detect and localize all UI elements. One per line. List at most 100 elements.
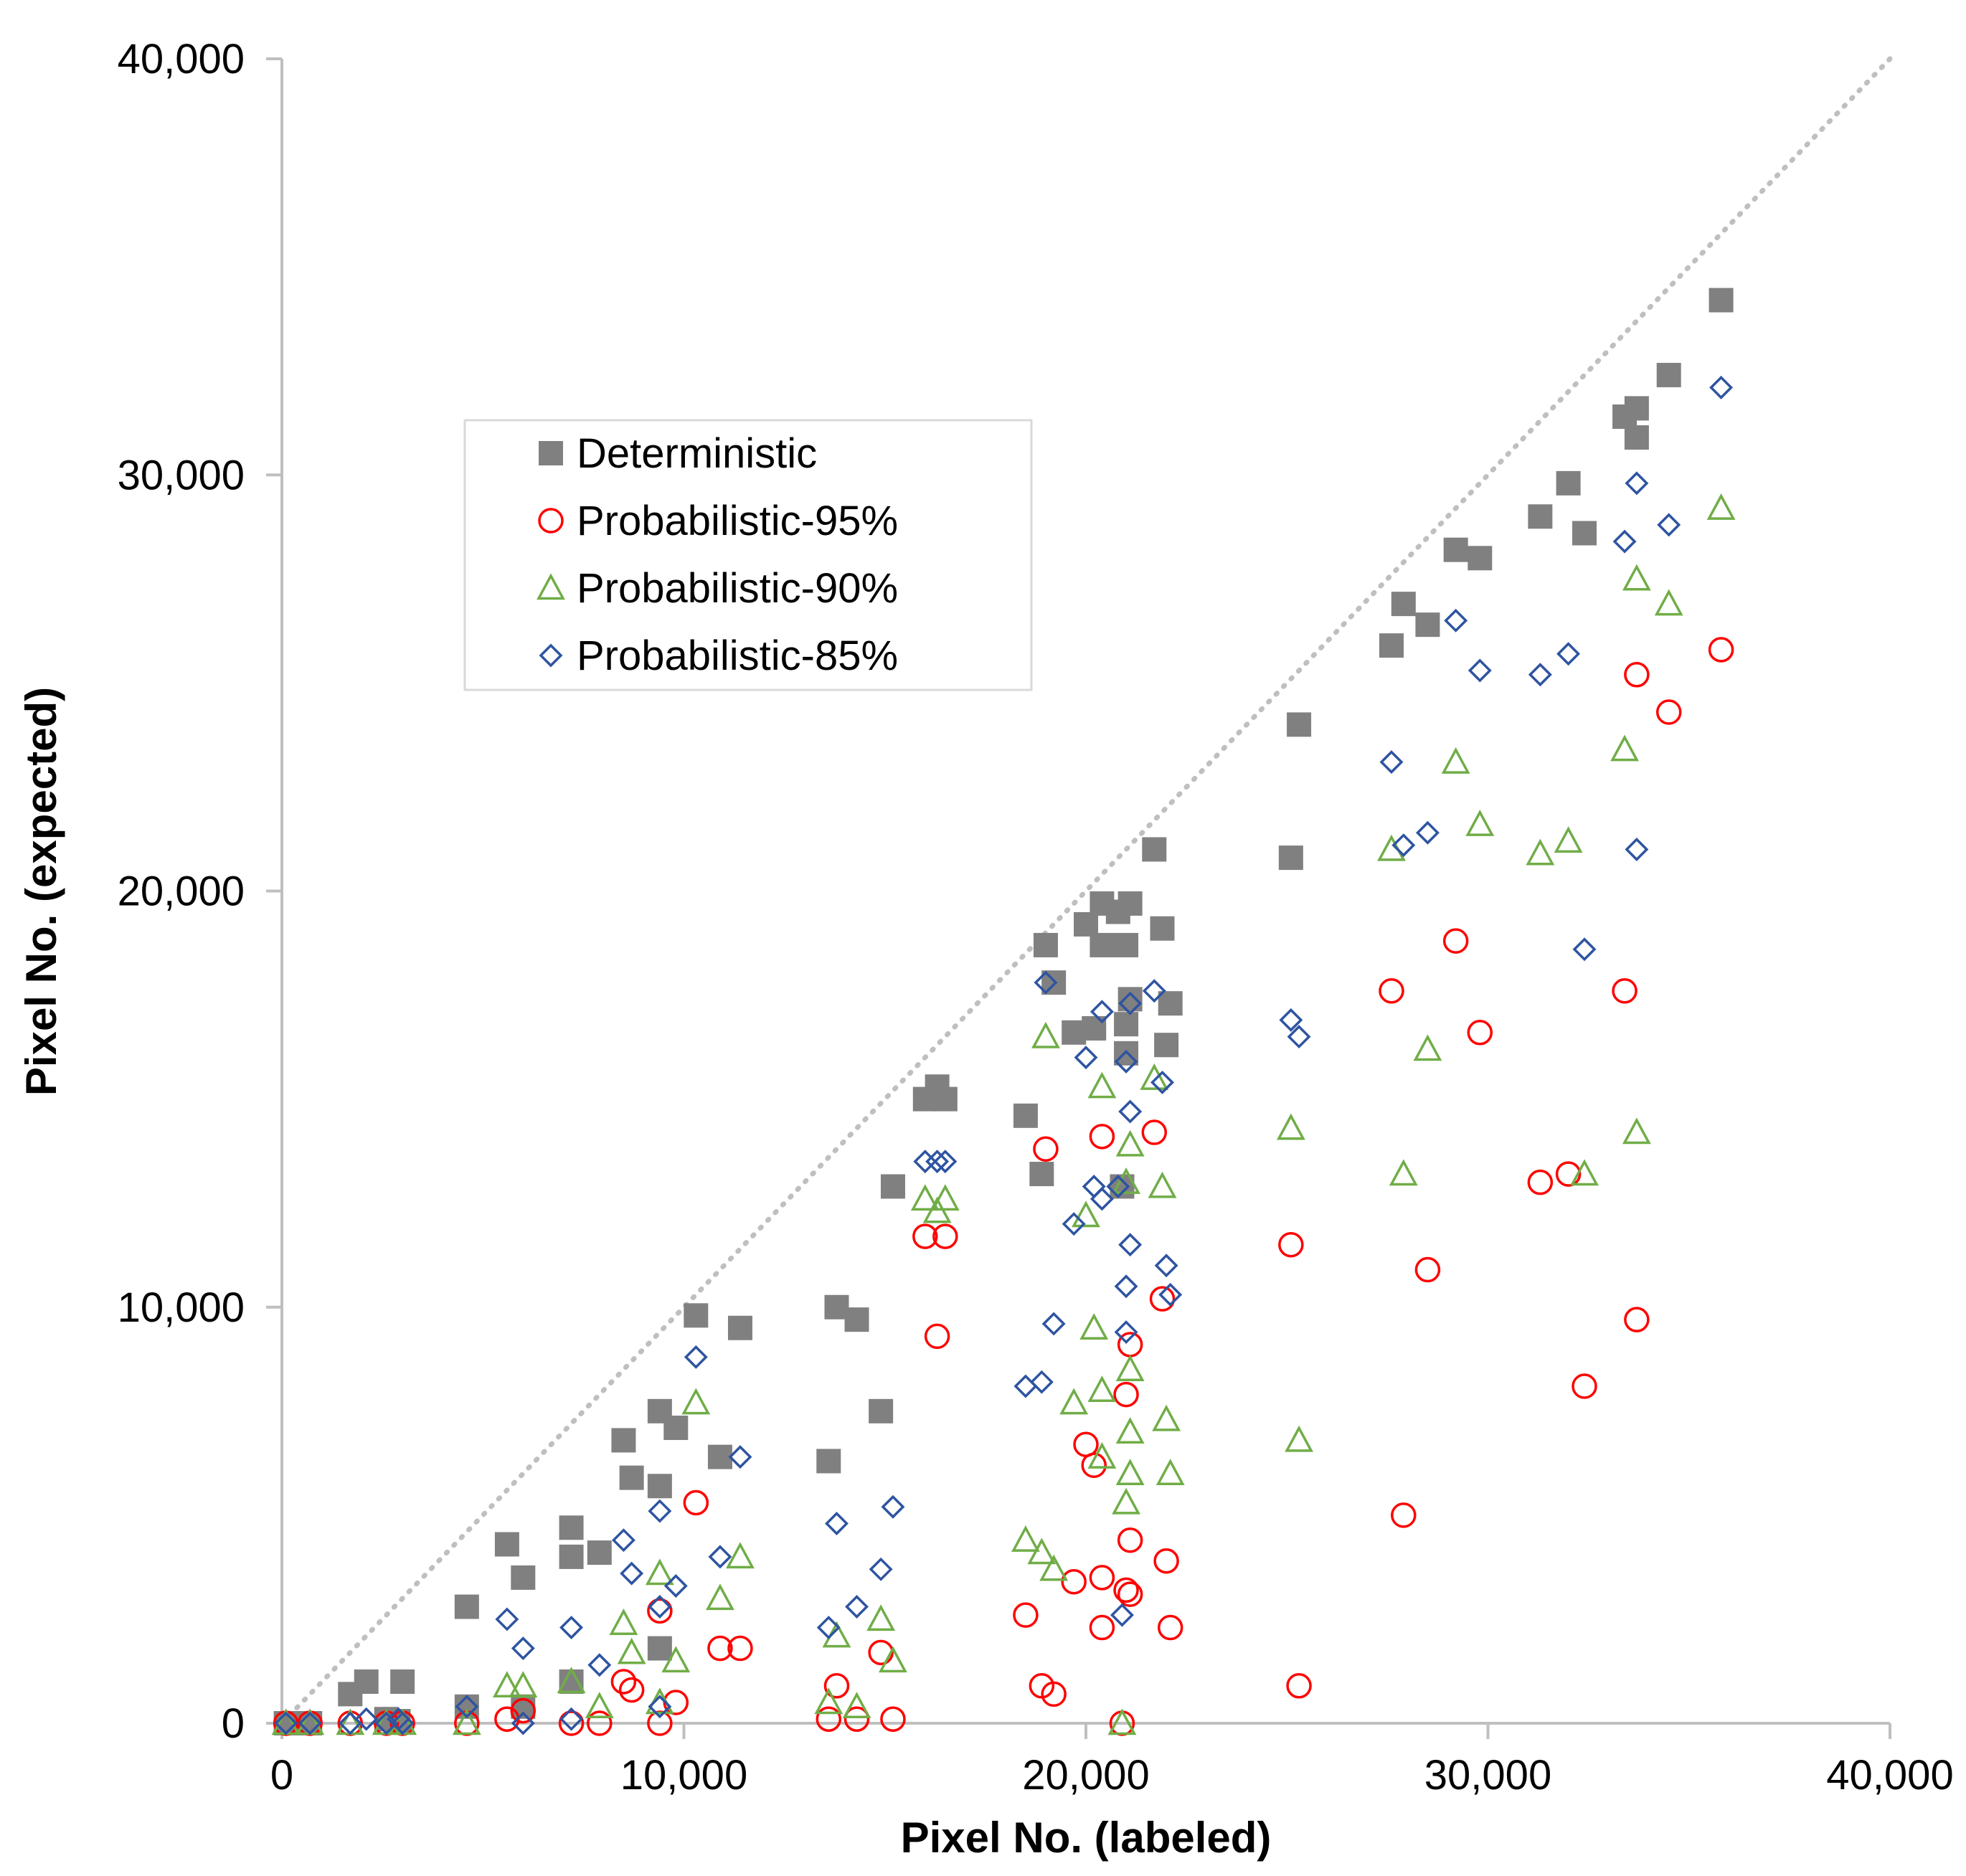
data-point (661, 1646, 691, 1673)
data-point (1287, 712, 1312, 737)
data-point (1029, 1370, 1054, 1394)
data-point (1556, 642, 1581, 666)
data-point (1527, 1169, 1554, 1195)
data-point (1079, 1313, 1109, 1340)
data-point (1468, 546, 1493, 571)
data-point (1465, 809, 1495, 836)
data-point (509, 1671, 538, 1697)
data-point (706, 1583, 734, 1611)
data-point (1655, 699, 1682, 725)
data-point (1089, 1124, 1115, 1150)
data-point (648, 1499, 672, 1523)
data-point (1059, 1388, 1089, 1415)
data-point (1572, 937, 1597, 962)
data-point (1276, 1113, 1305, 1140)
data-point (1013, 1602, 1039, 1628)
data-point (1624, 662, 1650, 688)
data-point (1117, 987, 1143, 1012)
data-point (925, 1150, 950, 1174)
data-point (1114, 1274, 1138, 1299)
data-point (1081, 1452, 1107, 1478)
data-point (510, 1697, 537, 1724)
data-point (1612, 978, 1637, 1004)
legend-marker (539, 441, 563, 465)
data-point (1115, 1459, 1145, 1486)
data-point (880, 1174, 905, 1199)
data-point (1114, 1320, 1138, 1345)
data-point (587, 1710, 613, 1736)
x-tick-label: 10,000 (620, 1752, 747, 1799)
data-point (681, 1388, 711, 1415)
data-point (1570, 1159, 1599, 1186)
legend-marker (539, 643, 563, 668)
data-point (823, 1673, 850, 1699)
data-point (727, 1635, 753, 1662)
data-point (1379, 750, 1404, 774)
data-point (933, 1150, 958, 1174)
data-point (881, 1494, 905, 1519)
legend-label: Probabilistic-90% (577, 565, 898, 612)
data-point (1089, 1614, 1115, 1641)
data-point (298, 1711, 322, 1735)
data-point (707, 1444, 732, 1469)
y-tick-label: 40,000 (118, 36, 245, 82)
data-point (1041, 1312, 1066, 1336)
data-point (1011, 1525, 1040, 1552)
y-tick-label: 20,000 (118, 868, 245, 915)
data-point (912, 1223, 938, 1249)
data-point (1154, 1033, 1179, 1058)
data-point (1142, 979, 1166, 1003)
data-point (1441, 747, 1470, 774)
data-point (647, 1636, 672, 1661)
data-point (727, 1315, 752, 1340)
data-point (647, 1598, 673, 1624)
data-point (1114, 932, 1139, 957)
data-point (1624, 425, 1649, 450)
data-point (1156, 1459, 1185, 1486)
data-point (1087, 1375, 1117, 1402)
data-point (869, 1398, 894, 1423)
data-point (1118, 1233, 1143, 1257)
data-point (1278, 845, 1303, 871)
data-point (1027, 1538, 1057, 1565)
data-point (1115, 1417, 1145, 1444)
data-point (452, 1708, 481, 1735)
data-points (271, 288, 1736, 1736)
data-point (1148, 1171, 1177, 1198)
data-point (1415, 820, 1440, 845)
data-point (1087, 1071, 1117, 1099)
y-tick-label: 10,000 (118, 1284, 245, 1331)
data-point (559, 1544, 584, 1569)
data-point (932, 1086, 958, 1112)
data-point (511, 1565, 536, 1590)
data-point (1624, 1307, 1650, 1332)
data-point (1415, 612, 1440, 638)
data-point (611, 1528, 635, 1553)
data-point (1413, 1034, 1442, 1061)
data-point (1622, 564, 1651, 591)
data-point (1528, 504, 1553, 529)
data-point (585, 1692, 614, 1718)
data-point (1110, 1603, 1134, 1627)
legend: Deterministic Probabilistic-95% Probabilis… (463, 419, 1033, 691)
data-point (1391, 1502, 1417, 1528)
data-point (1656, 362, 1681, 387)
data-point (648, 1595, 672, 1619)
data-point (611, 1428, 636, 1453)
x-tick-label: 20,000 (1022, 1752, 1149, 1799)
data-point (1153, 1548, 1179, 1574)
data-point (1708, 637, 1734, 663)
data-point (1706, 493, 1736, 520)
x-tick-label: 30,000 (1424, 1752, 1551, 1799)
data-point (374, 1711, 399, 1735)
x-axis-title: Pixel No. (labeled) (901, 1814, 1272, 1862)
data-point (1114, 1049, 1138, 1074)
data-point (511, 1711, 535, 1735)
data-point (354, 1707, 379, 1731)
data-point (880, 1706, 906, 1732)
data-point (683, 1489, 709, 1516)
data-point (557, 1667, 586, 1694)
data-point (618, 1677, 645, 1703)
data-point (1013, 1103, 1038, 1128)
data-point (1625, 471, 1649, 496)
